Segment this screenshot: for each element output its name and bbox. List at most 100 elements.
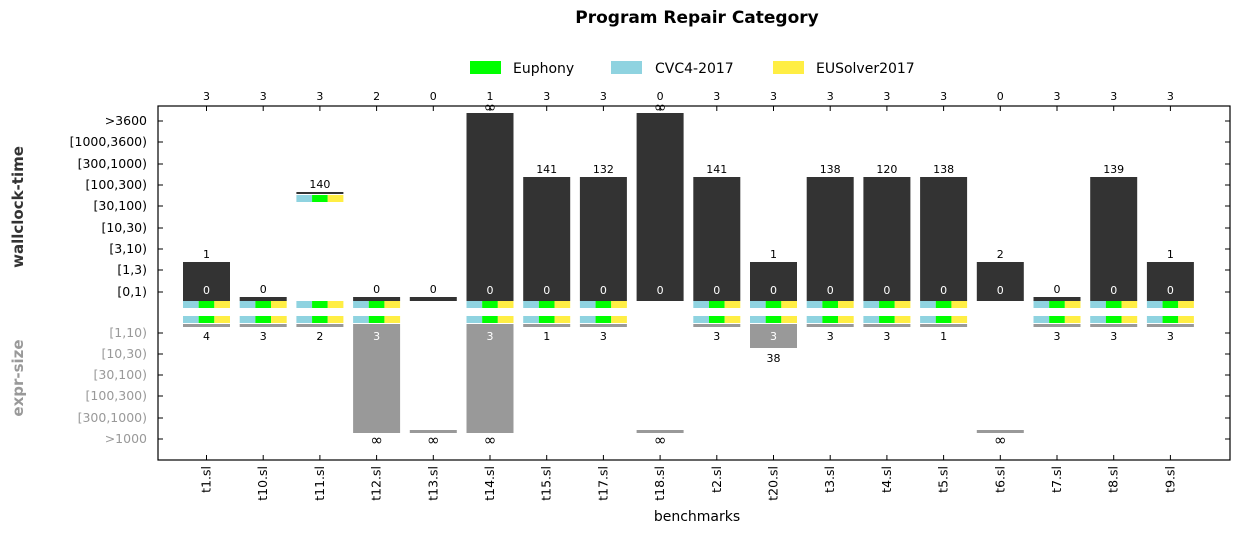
mini-bar-cvc4 (1146, 316, 1163, 323)
time-value-label: 138 (933, 163, 954, 176)
size-value-label: ∞ (484, 431, 497, 449)
time-inner-label: 0 (883, 284, 890, 297)
mini-bar-euphony (1049, 316, 1065, 323)
chart-marks: [0,1) [1,3) [3,10) [10,30) [30,100) [100,300)… (70, 90, 1230, 501)
time-inner-label: 0 (203, 284, 210, 297)
size-value-label: ∞ (427, 431, 440, 449)
solved-count: 2 (373, 90, 380, 103)
size-value-label: 3 (260, 330, 267, 343)
mini-bar-eusolver (327, 301, 344, 308)
time-value-label: 0 (1054, 283, 1061, 296)
mini-bar-eusolver (327, 316, 344, 323)
y-axis-label-time: wallclock-time (9, 146, 27, 268)
mini-bar-cvc4 (183, 301, 199, 308)
mini-bar-euphony (312, 316, 328, 323)
time-bar (1033, 297, 1081, 301)
size-inner-label: 3 (373, 330, 380, 343)
mini-bar-cvc4 (1033, 316, 1050, 323)
size-value-label: 1 (940, 330, 947, 343)
solver-mini-bars (750, 301, 797, 308)
x-tick-label: t20.sl (766, 466, 781, 501)
size-bar (296, 324, 344, 327)
time-inner-label: 0 (657, 284, 664, 297)
size-value-label: 4 (203, 330, 210, 343)
y-tick-size-1: [10,30) (101, 346, 147, 361)
x-tick-label: t13.sl (425, 466, 440, 501)
mini-bar-eusolver (611, 316, 627, 323)
mini-bar-cvc4 (1033, 301, 1050, 308)
solver-mini-bars (239, 316, 287, 323)
solver-mini-bars (579, 301, 627, 308)
time-bar (353, 297, 401, 301)
mini-bar-eusolver (271, 301, 287, 308)
mini-bar-eusolver (327, 195, 344, 202)
size-bar (579, 324, 627, 327)
solver-mini-bars (920, 301, 968, 308)
mini-bar-eusolver (271, 316, 287, 323)
mini-bar-eusolver (497, 301, 514, 308)
solver-mini-bars (466, 316, 514, 323)
mini-bar-euphony (255, 301, 272, 308)
size-value-label: 2 (316, 330, 323, 343)
time-value-label: 140 (309, 178, 330, 191)
time-inner-label: 0 (1110, 284, 1117, 297)
mini-bar-eusolver (611, 301, 627, 308)
solver-mini-bars (750, 316, 797, 323)
time-value-label: 141 (536, 163, 557, 176)
mini-bar-cvc4 (296, 316, 313, 323)
mini-bar-euphony (595, 301, 612, 308)
mini-bar-euphony (879, 301, 895, 308)
size-bar (693, 324, 741, 327)
mini-bar-cvc4 (466, 301, 483, 308)
solver-mini-bars (523, 301, 571, 308)
mini-bar-eusolver (1178, 301, 1194, 308)
mini-bar-cvc4 (579, 301, 596, 308)
solver-mini-bars (1146, 316, 1194, 323)
time-inner-label: 0 (487, 284, 494, 297)
x-axis-label: benchmarks (654, 509, 740, 525)
x-tick-label: t15.sl (539, 466, 554, 501)
size-value-label: ∞ (370, 431, 383, 449)
mini-bar-euphony (538, 316, 555, 323)
solved-count: 0 (997, 90, 1004, 103)
mini-bar-eusolver (1178, 316, 1194, 323)
mini-bar-eusolver (1121, 316, 1138, 323)
size-value-label: 3 (883, 330, 890, 343)
solved-count: 3 (600, 90, 607, 103)
x-tick-label: t4.sl (879, 466, 894, 493)
size-value-label: 3 (713, 330, 720, 343)
time-value-label: ∞ (484, 98, 497, 116)
size-bar (750, 324, 797, 348)
time-bar (1146, 262, 1194, 301)
mini-bar-eusolver (384, 301, 401, 308)
mini-bar-cvc4 (750, 316, 766, 323)
mini-bar-cvc4 (466, 316, 483, 323)
size-value-label: 3 (1167, 330, 1174, 343)
solver-mini-bars (693, 316, 741, 323)
size-value-label: 3 (1054, 330, 1061, 343)
mini-bar-eusolver (951, 301, 968, 308)
mini-bar-cvc4 (1090, 301, 1106, 308)
solved-count: 3 (827, 90, 834, 103)
y-tick-time-1: [1,3) (117, 262, 147, 277)
solver-mini-bars (1033, 316, 1081, 323)
solved-count: 0 (430, 90, 437, 103)
size-bar (920, 324, 968, 327)
time-inner-label: 0 (600, 284, 607, 297)
solver-mini-bars (806, 316, 854, 323)
solved-count: 3 (940, 90, 947, 103)
legend-swatch-cvc4 (611, 61, 642, 74)
solved-count: 1 (487, 90, 494, 103)
solver-mini-bars (1033, 301, 1081, 308)
mini-bar-cvc4 (296, 301, 313, 308)
solved-count: 0 (657, 90, 664, 103)
solved-count: 3 (543, 90, 550, 103)
mini-bar-cvc4 (1090, 316, 1106, 323)
mini-bar-eusolver (1121, 301, 1138, 308)
mini-bar-eusolver (554, 301, 571, 308)
mini-bar-eusolver (781, 301, 797, 308)
mini-bar-euphony (595, 316, 612, 323)
mini-bar-cvc4 (183, 316, 199, 323)
mini-bar-eusolver (214, 316, 230, 323)
